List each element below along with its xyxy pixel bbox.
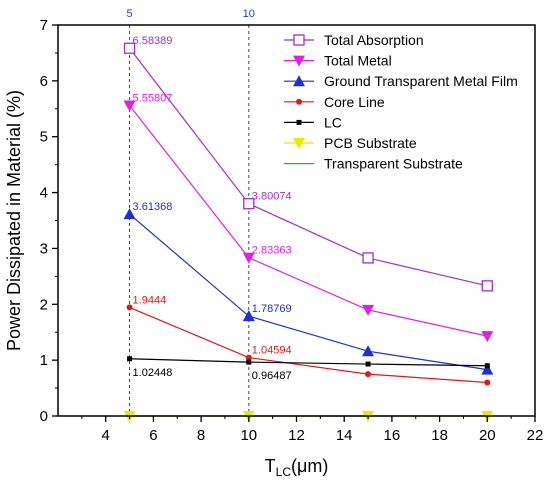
data-point <box>481 280 493 292</box>
data-point <box>246 359 252 365</box>
data-point <box>127 356 133 362</box>
data-point <box>293 75 305 87</box>
y-tick-label: 6 <box>40 73 48 90</box>
y-tick-label: 7 <box>40 17 48 34</box>
data-label: 3.80074 <box>252 191 292 203</box>
legend-item-0: Total Absorption <box>284 32 424 48</box>
data-label: 5.55807 <box>133 93 173 105</box>
data-point <box>293 55 305 67</box>
data-point <box>123 208 136 220</box>
y-axis-title: Power Dissipated in Material (%) <box>4 90 24 351</box>
data-point <box>126 304 133 311</box>
series-0 <box>123 42 493 292</box>
series-4 <box>127 356 490 369</box>
x-tick-label: 14 <box>336 427 353 444</box>
x-axis-title-unit: (μm) <box>291 456 328 476</box>
data-point <box>484 363 490 369</box>
data-point <box>296 119 302 125</box>
x-tick-label: 4 <box>102 427 110 444</box>
legend-item-4: LC <box>284 114 342 130</box>
legend-label: Core Line <box>324 94 385 110</box>
y-tick-label: 3 <box>40 240 48 257</box>
legend-item-1: Total Metal <box>284 53 392 69</box>
x-axis-title: TLC(μm) <box>265 456 329 479</box>
data-point <box>365 371 372 378</box>
series-line <box>129 47 488 287</box>
data-point <box>484 379 491 386</box>
data-point <box>481 331 494 343</box>
y-tick-label: 1 <box>40 352 48 369</box>
data-point <box>123 42 136 54</box>
series-3 <box>126 304 491 386</box>
data-point <box>293 138 305 149</box>
data-point <box>293 34 305 46</box>
x-axis-title-subscript: LC <box>276 465 292 479</box>
series-line <box>129 213 488 371</box>
x-tick-label: 16 <box>384 427 401 444</box>
x-axis-title-main: T <box>265 456 276 476</box>
reference-line-label: 10 <box>243 8 255 20</box>
data-label: 1.78769 <box>252 303 292 315</box>
data-point <box>362 252 374 264</box>
series-1 <box>123 100 494 343</box>
series-2 <box>123 208 494 375</box>
legend-label: Transparent Substrate <box>324 156 463 172</box>
legend-item-2: Ground Transparent Metal Film <box>284 73 518 89</box>
data-label: 1.02448 <box>133 367 173 379</box>
data-point <box>242 252 255 264</box>
data-point <box>123 100 136 112</box>
x-tick-label: 10 <box>240 427 257 444</box>
x-tick-label: 20 <box>479 427 496 444</box>
legend-item-5: PCB Substrate <box>284 135 417 151</box>
data-label: 1.9444 <box>133 294 167 306</box>
reference-line-label: 5 <box>126 8 132 20</box>
data-point <box>243 198 255 210</box>
reference-lines: 5 10 <box>126 8 255 416</box>
data-point <box>296 98 302 105</box>
y-tick-label: 0 <box>40 408 48 425</box>
legend-item-6: Transparent Substrate <box>284 156 463 172</box>
legend-label: LC <box>324 114 342 130</box>
data-point <box>242 310 255 322</box>
x-tick-label: 6 <box>149 427 157 444</box>
data-label: 3.61368 <box>133 201 173 213</box>
data-point <box>362 304 375 316</box>
series-line <box>129 306 488 384</box>
legend-label: PCB Substrate <box>324 135 417 151</box>
annotations: 6.58389 3.80074 5.55807 2.83363 3.61368 1.787… <box>133 35 292 382</box>
x-tick-label: 12 <box>288 427 305 444</box>
data-label: 2.83363 <box>252 245 292 257</box>
data-point <box>362 345 375 357</box>
legend-label: Total Absorption <box>324 32 424 48</box>
series-layer <box>123 42 494 422</box>
data-label: 1.04594 <box>252 345 292 357</box>
data-label: 0.96487 <box>252 370 292 382</box>
y-tick-label: 2 <box>40 296 48 313</box>
series-line <box>129 105 488 337</box>
data-label: 6.58389 <box>133 35 173 47</box>
legend-label: Total Metal <box>324 53 392 69</box>
y-tick-label: 5 <box>40 129 48 146</box>
x-tick-label: 22 <box>527 427 544 444</box>
legend-item-3: Core Line <box>284 94 385 110</box>
x-tick-label: 8 <box>197 427 205 444</box>
y-tick-label: 4 <box>40 185 48 202</box>
legend-label: Ground Transparent Metal Film <box>324 73 518 89</box>
series-line <box>129 358 488 367</box>
data-point <box>365 361 371 367</box>
legend: Total Absorption Total Metal Ground Transp… <box>284 32 518 172</box>
data-point <box>481 363 494 375</box>
data-point <box>245 354 252 361</box>
x-tick-label: 18 <box>431 427 448 444</box>
